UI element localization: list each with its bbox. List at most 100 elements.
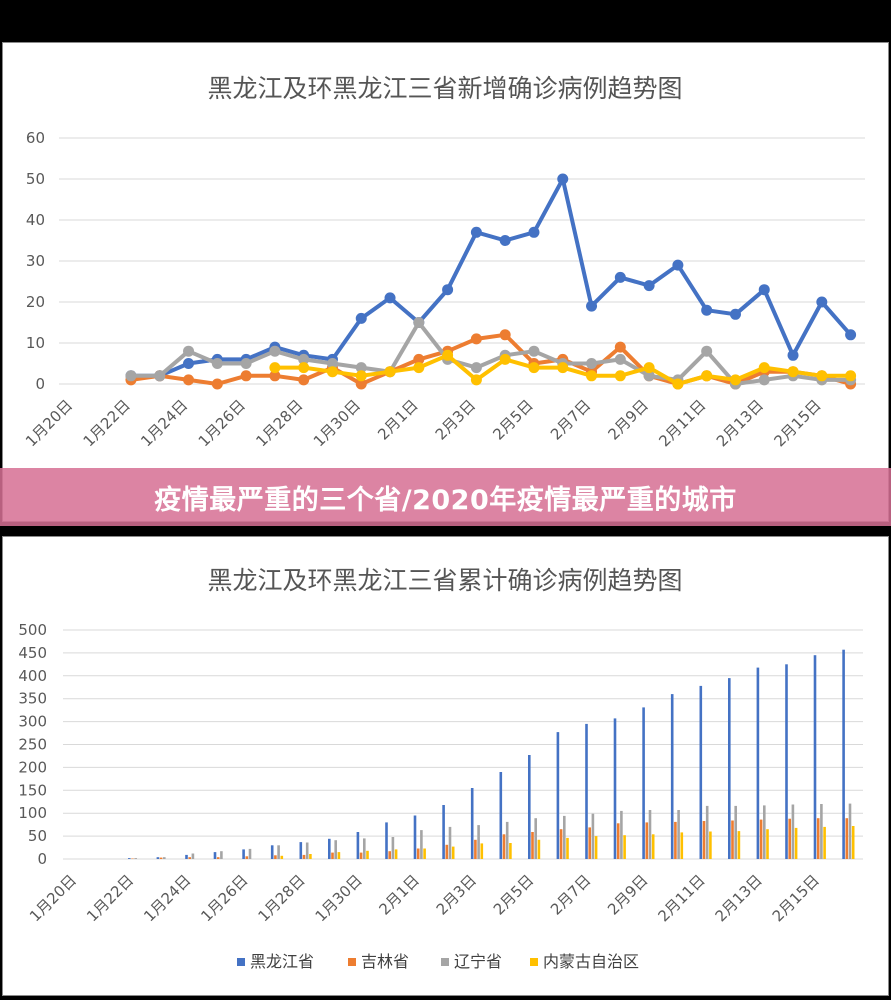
data-point <box>614 341 626 353</box>
y-tick-label: 450 <box>18 644 47 662</box>
bar <box>270 845 274 859</box>
bar <box>216 857 220 859</box>
bar <box>594 836 598 859</box>
x-tick-label: 2月1日 <box>376 871 423 918</box>
bar <box>470 788 474 859</box>
data-point <box>269 362 281 374</box>
data-point <box>298 362 310 374</box>
y-tick-label: 100 <box>18 804 47 822</box>
bar <box>451 846 455 859</box>
data-point <box>413 353 425 365</box>
x-tick-label: 2月15日 <box>769 871 823 925</box>
y-tick-label: 30 <box>26 252 45 270</box>
bar <box>220 851 223 859</box>
x-tick-label: 1月24日 <box>140 871 194 925</box>
bar <box>534 818 537 859</box>
y-tick-label: 350 <box>18 690 47 708</box>
data-point <box>845 370 857 382</box>
bar <box>642 707 645 859</box>
data-point <box>326 366 338 378</box>
data-point <box>557 362 569 374</box>
bar <box>763 805 766 859</box>
data-point <box>586 358 598 369</box>
bar <box>613 718 617 859</box>
x-tick-label: 2月11日 <box>654 871 708 925</box>
bar <box>156 857 160 859</box>
data-point <box>672 378 684 390</box>
bar <box>334 840 337 859</box>
data-point <box>787 366 799 378</box>
legend-swatch <box>530 958 538 966</box>
x-tick-label: 1月24日 <box>137 396 191 450</box>
bar <box>280 855 284 859</box>
x-tick-label: 2月1日 <box>374 396 421 443</box>
bar <box>528 755 531 859</box>
y-tick-label: 250 <box>18 736 47 754</box>
bar <box>185 854 188 859</box>
x-tick-label: 1月28日 <box>254 871 308 925</box>
bar <box>505 821 509 859</box>
line-chart-panel: 黑龙江及环黑龙江三省新增确诊病例趋势图 0 10 20 30 40 50 60 1月20日 1月… <box>2 42 889 522</box>
bar <box>823 826 826 859</box>
bar <box>299 842 303 859</box>
data-point <box>643 370 655 382</box>
data-point <box>154 370 166 382</box>
x-tick-label: 2月5日 <box>490 871 537 918</box>
bar <box>766 829 769 859</box>
bar <box>648 810 652 859</box>
y-tick-label: 60 <box>26 129 45 147</box>
bar <box>134 858 137 859</box>
y-tick-label: 0 <box>35 375 45 393</box>
x-tick-label: 2月13日 <box>712 871 766 925</box>
x-tick-label: 2月15日 <box>770 396 824 450</box>
bar <box>277 845 280 859</box>
data-point <box>355 370 367 382</box>
legend-label: 吉林省 <box>361 952 409 971</box>
bar <box>509 843 512 859</box>
data-point <box>586 300 598 312</box>
bar <box>820 804 823 859</box>
bar <box>756 667 760 859</box>
data-point <box>729 308 741 320</box>
data-point <box>269 345 281 357</box>
overlay-banner: 疫情最严重的三个省/2020年疫情最严重的城市 <box>0 468 891 526</box>
data-point <box>470 333 482 345</box>
bar <box>588 827 591 859</box>
bar <box>563 815 566 859</box>
bar <box>759 819 763 859</box>
data-point <box>413 362 425 374</box>
x-tick-label: 1月22日 <box>80 396 134 450</box>
bar <box>128 858 131 859</box>
legend-label: 内蒙古自治区 <box>543 952 639 971</box>
bar <box>709 831 712 859</box>
bar <box>363 838 366 859</box>
data-point <box>355 362 367 374</box>
bar <box>477 825 480 859</box>
x-tick-label: 1月22日 <box>83 871 137 925</box>
y-tick-label: 500 <box>18 621 47 639</box>
data-point <box>557 173 569 185</box>
data-point <box>183 358 195 369</box>
data-point <box>125 370 137 382</box>
bar <box>591 813 595 859</box>
y-tick-label: 20 <box>26 293 45 311</box>
data-point <box>442 349 454 361</box>
data-point <box>586 370 598 382</box>
bar <box>785 664 788 859</box>
y-tick-label: 0 <box>37 850 47 868</box>
chart-title: 黑龙江及环黑龙江三省累计确诊病例趋势图 <box>207 566 682 595</box>
bar <box>394 849 398 859</box>
x-tick-label: 1月26日 <box>197 871 251 925</box>
bar <box>566 837 569 859</box>
chart-title: 黑龙江及环黑龙江三省新增确诊病例趋势图 <box>207 74 682 103</box>
bar <box>305 842 309 859</box>
bar <box>734 805 737 859</box>
x-tick-label: 2月9日 <box>604 396 651 443</box>
bar <box>413 815 417 859</box>
bar <box>359 852 363 859</box>
data-point <box>298 353 310 365</box>
bar <box>245 856 249 859</box>
bar <box>670 694 674 859</box>
data-point <box>384 292 396 304</box>
